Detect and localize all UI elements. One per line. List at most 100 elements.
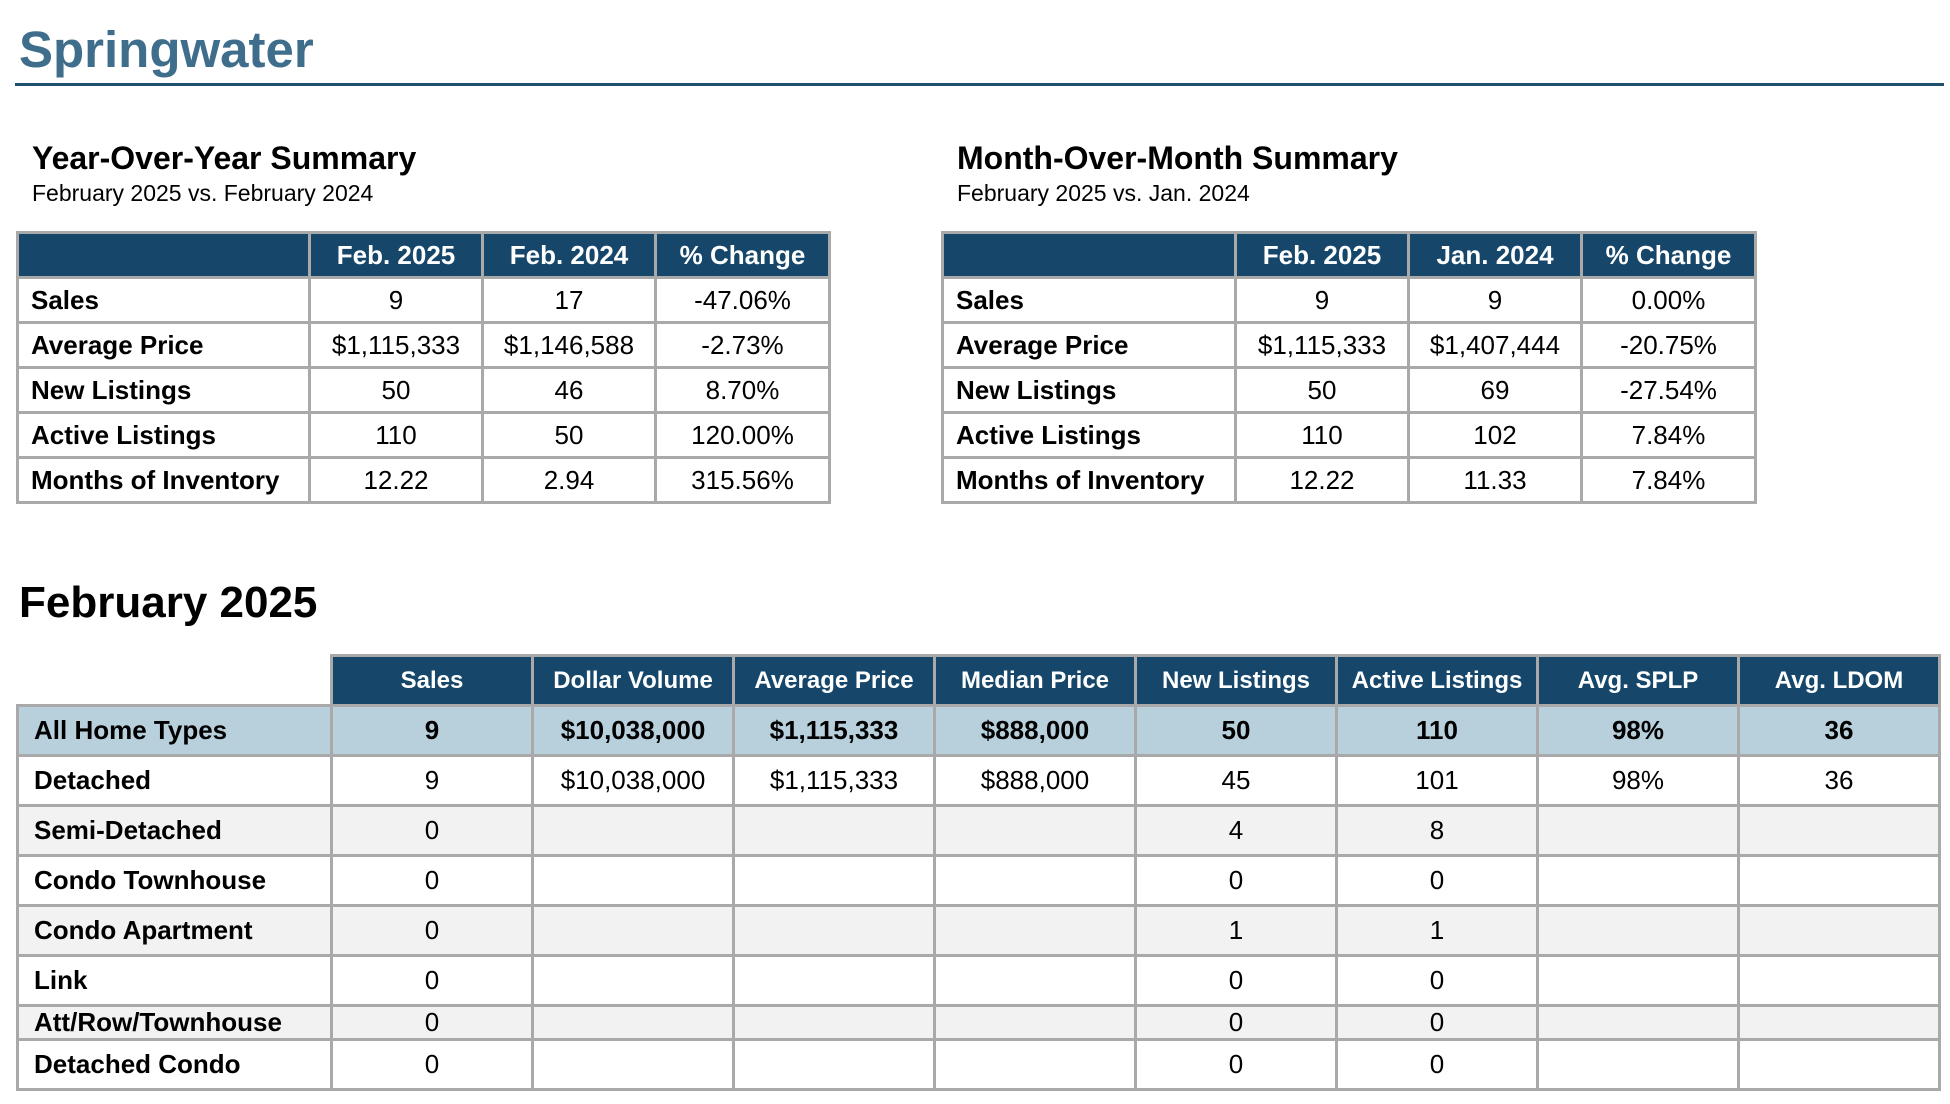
table-row: Sales 9 17 -47.06% <box>16 276 831 324</box>
cell-sales: 9 <box>330 704 534 757</box>
change-value: 8.70% <box>654 366 831 414</box>
table-row: Average Price $1,115,333 $1,407,444 -20.… <box>941 321 1757 369</box>
table-row: Average Price $1,115,333 $1,146,588 -2.7… <box>16 321 831 369</box>
cell-median-price <box>933 854 1137 907</box>
mom-header-blank <box>941 231 1237 279</box>
cell-active-listings: 0 <box>1335 954 1539 1007</box>
current-value: $1,115,333 <box>1234 321 1410 369</box>
previous-value: $1,146,588 <box>481 321 657 369</box>
row-label: Average Price <box>16 321 311 369</box>
cell-avg-splp <box>1536 1004 1740 1041</box>
cell-average-price <box>732 904 936 957</box>
previous-value: $1,407,444 <box>1407 321 1583 369</box>
header-avg-ldom: Avg. LDOM <box>1737 654 1941 707</box>
cell-sales: 0 <box>330 854 534 907</box>
cell-avg-ldom <box>1737 1038 1941 1091</box>
cell-avg-splp <box>1536 904 1740 957</box>
table-row: New Listings 50 69 -27.54% <box>941 366 1757 414</box>
cell-median-price <box>933 1004 1137 1041</box>
cell-avg-splp: 98% <box>1536 704 1740 757</box>
cell-median-price <box>933 804 1137 857</box>
yoy-header-current: Feb. 2025 <box>308 231 484 279</box>
header-sales: Sales <box>330 654 534 707</box>
previous-value: 69 <box>1407 366 1583 414</box>
cell-average-price: $1,115,333 <box>732 704 936 757</box>
table-row: Condo Townhouse 0 0 0 <box>16 854 1941 907</box>
table-row: Active Listings 110 102 7.84% <box>941 411 1757 459</box>
yoy-header-row: Feb. 2025 Feb. 2024 % Change <box>16 231 831 279</box>
current-value: 12.22 <box>308 456 484 504</box>
current-value: 110 <box>1234 411 1410 459</box>
cell-average-price <box>732 804 936 857</box>
row-label: Semi-Detached <box>16 804 333 857</box>
cell-avg-splp <box>1536 854 1740 907</box>
cell-avg-splp <box>1536 1038 1740 1091</box>
cell-dollar-volume: $10,038,000 <box>531 704 735 757</box>
cell-new-listings: 45 <box>1134 754 1338 807</box>
yoy-table: Feb. 2025 Feb. 2024 % Change Sales 9 17 … <box>16 231 831 504</box>
cell-dollar-volume <box>531 804 735 857</box>
change-value: 315.56% <box>654 456 831 504</box>
current-value: 9 <box>1234 276 1410 324</box>
yoy-header-blank <box>16 231 311 279</box>
header-dollar-volume: Dollar Volume <box>531 654 735 707</box>
cell-dollar-volume <box>531 1004 735 1041</box>
cell-average-price <box>732 954 936 1007</box>
cell-avg-ldom <box>1737 904 1941 957</box>
cell-active-listings: 0 <box>1335 854 1539 907</box>
table-row: Detached 9 $10,038,000 $1,115,333 $888,0… <box>16 754 1941 807</box>
row-label: Detached <box>16 754 333 807</box>
cell-active-listings: 1 <box>1335 904 1539 957</box>
header-blank <box>17 655 332 706</box>
row-label: Condo Townhouse <box>16 854 333 907</box>
header-new-listings: New Listings <box>1134 654 1338 707</box>
cell-active-listings: 0 <box>1335 1004 1539 1041</box>
cell-dollar-volume <box>531 904 735 957</box>
cell-active-listings: 8 <box>1335 804 1539 857</box>
change-value: 7.84% <box>1580 456 1757 504</box>
header-median-price: Median Price <box>933 654 1137 707</box>
cell-new-listings: 50 <box>1134 704 1338 757</box>
change-value: 7.84% <box>1580 411 1757 459</box>
previous-value: 50 <box>481 411 657 459</box>
cell-avg-ldom <box>1737 954 1941 1007</box>
row-label: All Home Types <box>16 704 333 757</box>
row-label: Sales <box>941 276 1237 324</box>
table-row: Months of Inventory 12.22 11.33 7.84% <box>941 456 1757 504</box>
mom-header-current: Feb. 2025 <box>1234 231 1410 279</box>
row-label: Months of Inventory <box>941 456 1237 504</box>
cell-avg-ldom: 36 <box>1737 754 1941 807</box>
cell-sales: 0 <box>330 904 534 957</box>
cell-median-price <box>933 1038 1137 1091</box>
cell-new-listings: 0 <box>1134 1038 1338 1091</box>
mom-table: Feb. 2025 Jan. 2024 % Change Sales 9 9 0… <box>941 231 1757 504</box>
cell-median-price: $888,000 <box>933 754 1137 807</box>
change-value: 0.00% <box>1580 276 1757 324</box>
table-row: Active Listings 110 50 120.00% <box>16 411 831 459</box>
mom-header-change: % Change <box>1580 231 1757 279</box>
table-row: Condo Apartment 0 1 1 <box>16 904 1941 957</box>
cell-avg-splp <box>1536 804 1740 857</box>
mom-title: Month-Over-Month Summary <box>957 140 1398 176</box>
cell-dollar-volume <box>531 854 735 907</box>
previous-value: 9 <box>1407 276 1583 324</box>
change-value: -2.73% <box>654 321 831 369</box>
row-label: Active Listings <box>16 411 311 459</box>
cell-median-price <box>933 904 1137 957</box>
yoy-heading: Year-Over-Year Summary February 2025 vs.… <box>32 138 416 208</box>
mom-header-row: Feb. 2025 Jan. 2024 % Change <box>941 231 1757 279</box>
cell-avg-splp <box>1536 954 1740 1007</box>
cell-avg-ldom <box>1737 1004 1941 1041</box>
current-value: 110 <box>308 411 484 459</box>
yoy-title: Year-Over-Year Summary <box>32 140 417 176</box>
header-active-listings: Active Listings <box>1335 654 1539 707</box>
yoy-subtitle: February 2025 vs. February 2024 <box>32 180 374 206</box>
row-label: Link <box>16 954 333 1007</box>
table-row: Semi-Detached 0 4 8 <box>16 804 1941 857</box>
previous-value: 2.94 <box>481 456 657 504</box>
cell-active-listings: 110 <box>1335 704 1539 757</box>
monthly-table: Sales Dollar Volume Average Price Median… <box>16 654 1941 1091</box>
current-value: 12.22 <box>1234 456 1410 504</box>
cell-sales: 0 <box>330 1038 534 1091</box>
cell-median-price <box>933 954 1137 1007</box>
